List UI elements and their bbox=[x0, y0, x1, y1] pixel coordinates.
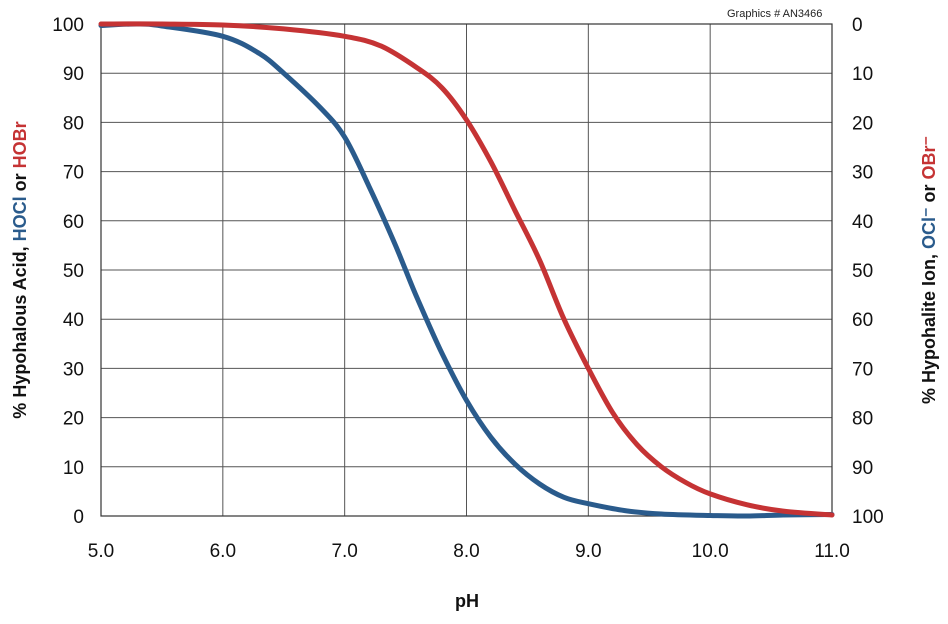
y-right-tick-label: 90 bbox=[852, 458, 873, 479]
y-left-tick-label: 40 bbox=[63, 310, 84, 331]
y-right-joiner: or bbox=[919, 179, 939, 207]
y-left-tick-label: 90 bbox=[63, 64, 84, 85]
y-left-tick-label: 20 bbox=[63, 409, 84, 430]
y-right-tick-label: 100 bbox=[852, 507, 884, 528]
y-right-axis-title: % Hypohalite Ion, OCl⁻ or OBr⁻ bbox=[919, 136, 939, 404]
x-tick-label: 7.0 bbox=[331, 541, 357, 562]
y-right-tick-label: 20 bbox=[852, 113, 873, 134]
y-right-ocl: OCl⁻ bbox=[919, 208, 939, 250]
y-left-tick-label: 10 bbox=[63, 458, 84, 479]
x-tick-label: 6.0 bbox=[210, 541, 236, 562]
grid-lines bbox=[101, 24, 832, 516]
y-right-tick-label: 80 bbox=[852, 409, 873, 430]
x-tick-label: 8.0 bbox=[453, 541, 479, 562]
series-line-hobr bbox=[98, 21, 835, 518]
y-right-tick-label: 30 bbox=[852, 163, 873, 184]
y-left-joiner: or bbox=[10, 168, 30, 196]
y-right-tick-label: 70 bbox=[852, 359, 873, 380]
x-tick-label: 5.0 bbox=[88, 541, 114, 562]
y-left-hobr: HOBr bbox=[10, 121, 30, 168]
x-tick-labels: 5.0 6.0 7.0 8.0 9.0 10.0 11.0 bbox=[88, 541, 850, 562]
y-left-hocl: HOCl bbox=[10, 196, 30, 241]
y-right-tick-label: 10 bbox=[852, 64, 873, 85]
y-left-tick-label: 0 bbox=[73, 507, 84, 528]
y-left-tick-label: 30 bbox=[63, 359, 84, 380]
y-left-axis-title: % Hypohalous Acid, HOCl or HOBr bbox=[10, 121, 30, 418]
y-right-tick-label: 40 bbox=[852, 212, 873, 233]
x-tick-label: 11.0 bbox=[814, 541, 850, 562]
y-left-prefix: % Hypohalous Acid, bbox=[10, 241, 30, 418]
x-tick-label: 10.0 bbox=[692, 541, 729, 562]
y-right-tick-label: 0 bbox=[852, 15, 863, 36]
y-left-tick-label: 50 bbox=[63, 261, 84, 282]
series-layer bbox=[98, 21, 835, 519]
y-right-tick-label: 50 bbox=[852, 261, 873, 282]
x-tick-label: 9.0 bbox=[575, 541, 601, 562]
y-left-tick-label: 70 bbox=[63, 163, 84, 184]
y-right-prefix: % Hypohalite Ion, bbox=[919, 249, 939, 404]
series-line-hocl bbox=[98, 21, 835, 519]
x-axis-title: pH bbox=[455, 591, 479, 611]
plot-frame bbox=[100, 23, 833, 517]
y-left-tick-label: 80 bbox=[63, 113, 84, 134]
y-left-tick-label: 100 bbox=[52, 15, 84, 36]
y-left-tick-labels: 0 10 20 30 40 50 60 70 80 90 100 bbox=[52, 15, 84, 528]
y-right-obr: OBr⁻ bbox=[919, 136, 939, 180]
graphics-id: Graphics # AN3466 bbox=[727, 8, 822, 20]
y-right-tick-label: 60 bbox=[852, 310, 873, 331]
y-left-tick-label: 60 bbox=[63, 212, 84, 233]
